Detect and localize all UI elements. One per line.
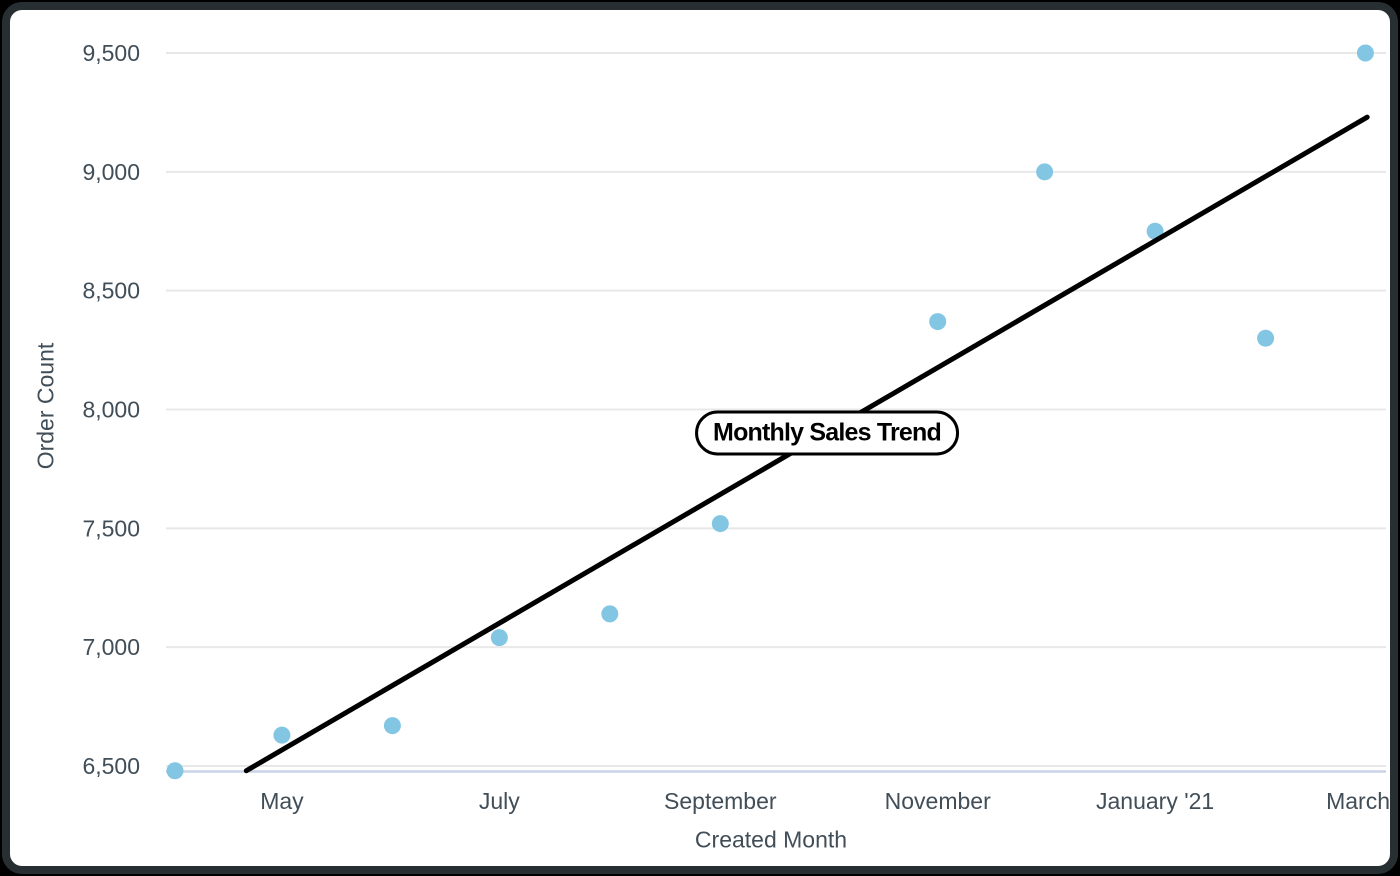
data-point[interactable]	[273, 726, 291, 744]
x-axis-title: Created Month	[694, 826, 848, 853]
y-tick-label: 8,500	[82, 278, 140, 304]
data-point[interactable]	[490, 629, 508, 647]
data-point[interactable]	[1356, 44, 1374, 62]
data-point[interactable]	[601, 605, 619, 623]
x-tick-label: March	[1326, 788, 1390, 814]
data-point[interactable]	[711, 515, 729, 533]
y-tick-label: 6,500	[82, 753, 140, 779]
trend-annotation-label: Monthly Sales Trend	[695, 410, 959, 456]
x-tick-label: November	[885, 788, 991, 814]
data-point[interactable]	[166, 762, 184, 780]
data-point[interactable]	[1257, 329, 1275, 347]
data-point[interactable]	[929, 313, 947, 331]
data-point[interactable]	[383, 717, 401, 735]
y-axis-title: Order Count	[32, 342, 59, 470]
x-tick-label: January '21	[1096, 788, 1214, 814]
y-tick-label: 7,000	[82, 634, 140, 660]
x-tick-label: July	[479, 788, 520, 814]
y-tick-label: 9,500	[82, 40, 140, 66]
y-tick-label: 7,500	[82, 515, 140, 541]
y-tick-label: 8,000	[82, 397, 140, 423]
data-point[interactable]	[1036, 163, 1054, 181]
x-tick-label: September	[664, 788, 777, 814]
x-tick-label: May	[260, 788, 304, 814]
y-tick-label: 9,000	[82, 159, 140, 185]
